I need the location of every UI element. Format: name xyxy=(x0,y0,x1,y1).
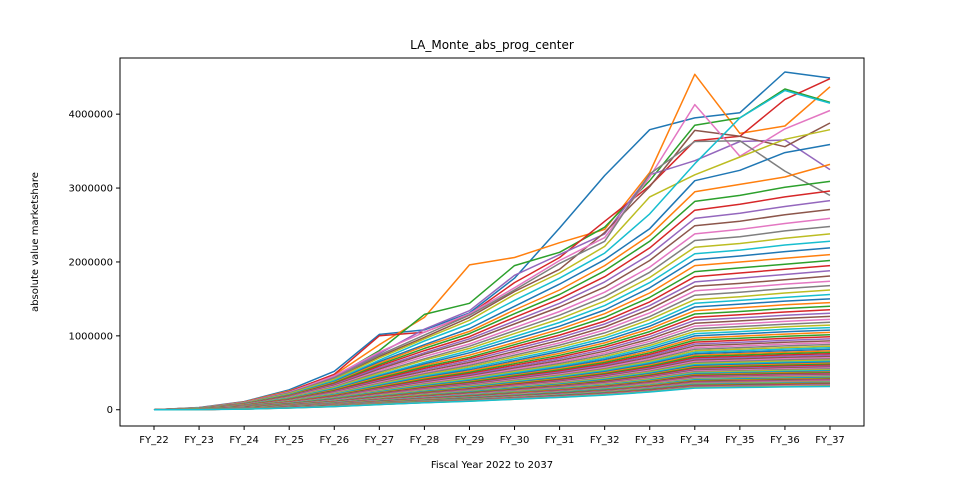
x-tick-label: FY_34 xyxy=(680,435,710,446)
series-lines xyxy=(153,71,831,411)
y-axis-label: absolute value marketshare xyxy=(30,172,41,312)
x-tick-label: FY_24 xyxy=(229,435,259,446)
y-tick-label: 1000000 xyxy=(68,331,113,342)
x-tick-label: FY_26 xyxy=(319,435,349,446)
plot-area-frame xyxy=(119,57,865,427)
x-tick-label: FY_27 xyxy=(365,435,395,446)
x-tick-label: FY_31 xyxy=(545,435,575,446)
x-tick-label: FY_23 xyxy=(184,435,214,446)
y-tick-label: 0 xyxy=(107,405,113,416)
x-tick-label: FY_36 xyxy=(770,435,800,446)
x-tick-label: FY_30 xyxy=(500,435,530,446)
y-tick-label: 3000000 xyxy=(68,184,113,195)
y-tick-label: 2000000 xyxy=(68,257,113,268)
chart-title: LA_Monte_abs_prog_center xyxy=(410,38,574,52)
x-tick-label: FY_32 xyxy=(590,435,620,446)
y-axis-ticks: 0 1000000 2000000 3000000 4000000 xyxy=(68,110,120,416)
x-axis-label: Fiscal Year 2022 to 2037 xyxy=(431,460,553,471)
x-axis-ticks: FY_22 FY_23 FY_24 FY_25 FY_26 FY_27 FY_28 FY_29… xyxy=(139,426,845,446)
x-tick-label: FY_29 xyxy=(455,435,485,446)
x-tick-label: FY_35 xyxy=(725,435,755,446)
x-tick-label: FY_25 xyxy=(274,435,304,446)
series-line-sim_100 xyxy=(153,385,831,411)
x-tick-label: FY_33 xyxy=(635,435,665,446)
x-tick-label: FY_22 xyxy=(139,435,169,446)
y-tick-label: 4000000 xyxy=(68,110,113,121)
x-tick-label: FY_28 xyxy=(410,435,440,446)
x-tick-label: FY_37 xyxy=(815,435,845,446)
